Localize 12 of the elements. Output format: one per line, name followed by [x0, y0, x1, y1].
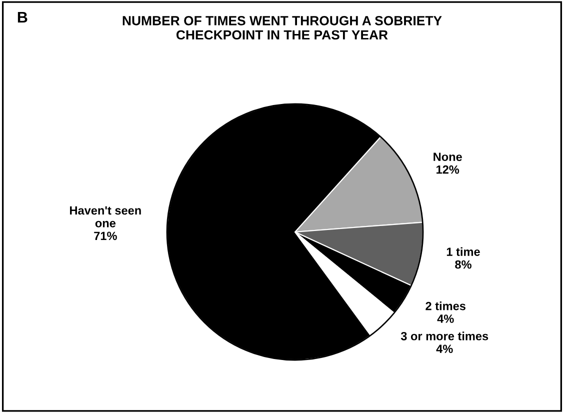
data-label: 4% [436, 344, 453, 354]
data-label: 4% [437, 314, 454, 323]
slice-label: Haven't seen one [70, 206, 141, 228]
slice-label: 2 times [426, 302, 466, 310]
text: B [18, 12, 28, 23]
slice-label: None [434, 152, 462, 162]
data-label: 8% [455, 260, 472, 269]
data-label: 71% [94, 232, 117, 240]
slice-label: 1 time [446, 247, 480, 256]
slice-label: 3 or more times [400, 332, 488, 340]
data-label: 12% [436, 165, 460, 174]
chart-title: NUMBER OF TIMES WENT THROUGH A SOBRIETY CHECKPOINT IN THE PAST YEAR [122, 16, 442, 40]
